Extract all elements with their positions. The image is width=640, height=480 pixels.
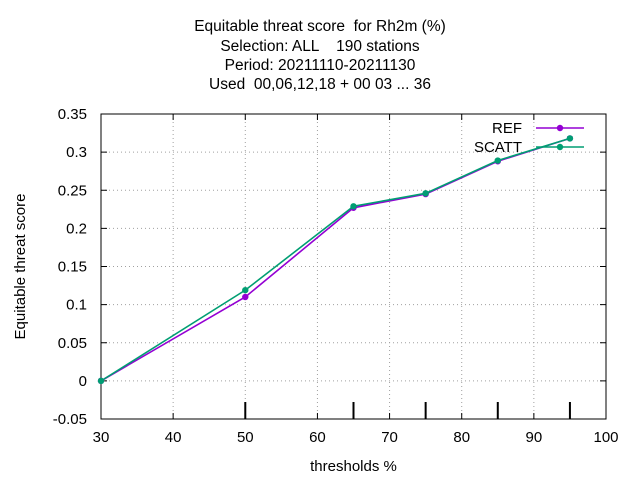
y-tick-label: 0.1 [66, 297, 87, 314]
x-tick-label: 70 [381, 429, 398, 446]
data-point-scatt [242, 286, 249, 294]
x-tick-label: 30 [93, 429, 110, 446]
y-tick-label: -0.05 [53, 411, 87, 428]
legend-label-ref: REF [492, 120, 522, 137]
series [97, 135, 574, 385]
data-point-ref [242, 293, 249, 301]
data-point-scatt [494, 157, 501, 164]
data-point-scatt [566, 135, 574, 142]
series-line-scatt [100, 137, 571, 382]
y-tick-label: 0.05 [58, 335, 87, 352]
y-tick-label: 0 [79, 373, 87, 390]
legend-marker-ref [556, 124, 564, 132]
legend-marker-scatt [556, 143, 564, 151]
legend-label-scatt: SCATT [474, 139, 522, 156]
series-line-ref [100, 137, 571, 382]
axes: 30 40 50 60 70 80 90 100 -0.05 0 0.05 0.1 0.15 0.2 0.2… [53, 106, 619, 446]
y-axis-label: Equitable threat score [12, 194, 29, 340]
data-point-scatt [422, 190, 429, 197]
y-tick-label: 0.15 [58, 259, 87, 276]
data-point-scatt [350, 203, 357, 210]
title-line-4: Used 00,06,12,18 + 00 03 ... 36 [209, 76, 431, 93]
x-tick-label: 80 [453, 429, 470, 446]
x-tick-label: 50 [237, 429, 254, 446]
y-tick-label: 0.2 [66, 220, 87, 237]
title-line-3: Period: 20211110-20211130 [224, 57, 416, 74]
title-line-2: Selection: ALL 190 stations [220, 38, 420, 55]
x-tick-label: 100 [593, 429, 618, 446]
x-tick-label: 90 [526, 429, 543, 446]
y-tick-label: 0.25 [58, 182, 87, 199]
title-line-1: Equitable threat score for Rh2m (%) [194, 18, 446, 35]
x-tick-label: 40 [165, 429, 182, 446]
x-axis-label: thresholds % [310, 458, 397, 475]
data-point-scatt [97, 377, 105, 385]
y-tick-label: 0.35 [58, 106, 87, 123]
legend: REF SCATT [474, 120, 584, 156]
grid [101, 114, 606, 419]
x-tick-label: 60 [309, 429, 326, 446]
y-tick-label: 0.3 [66, 144, 87, 161]
